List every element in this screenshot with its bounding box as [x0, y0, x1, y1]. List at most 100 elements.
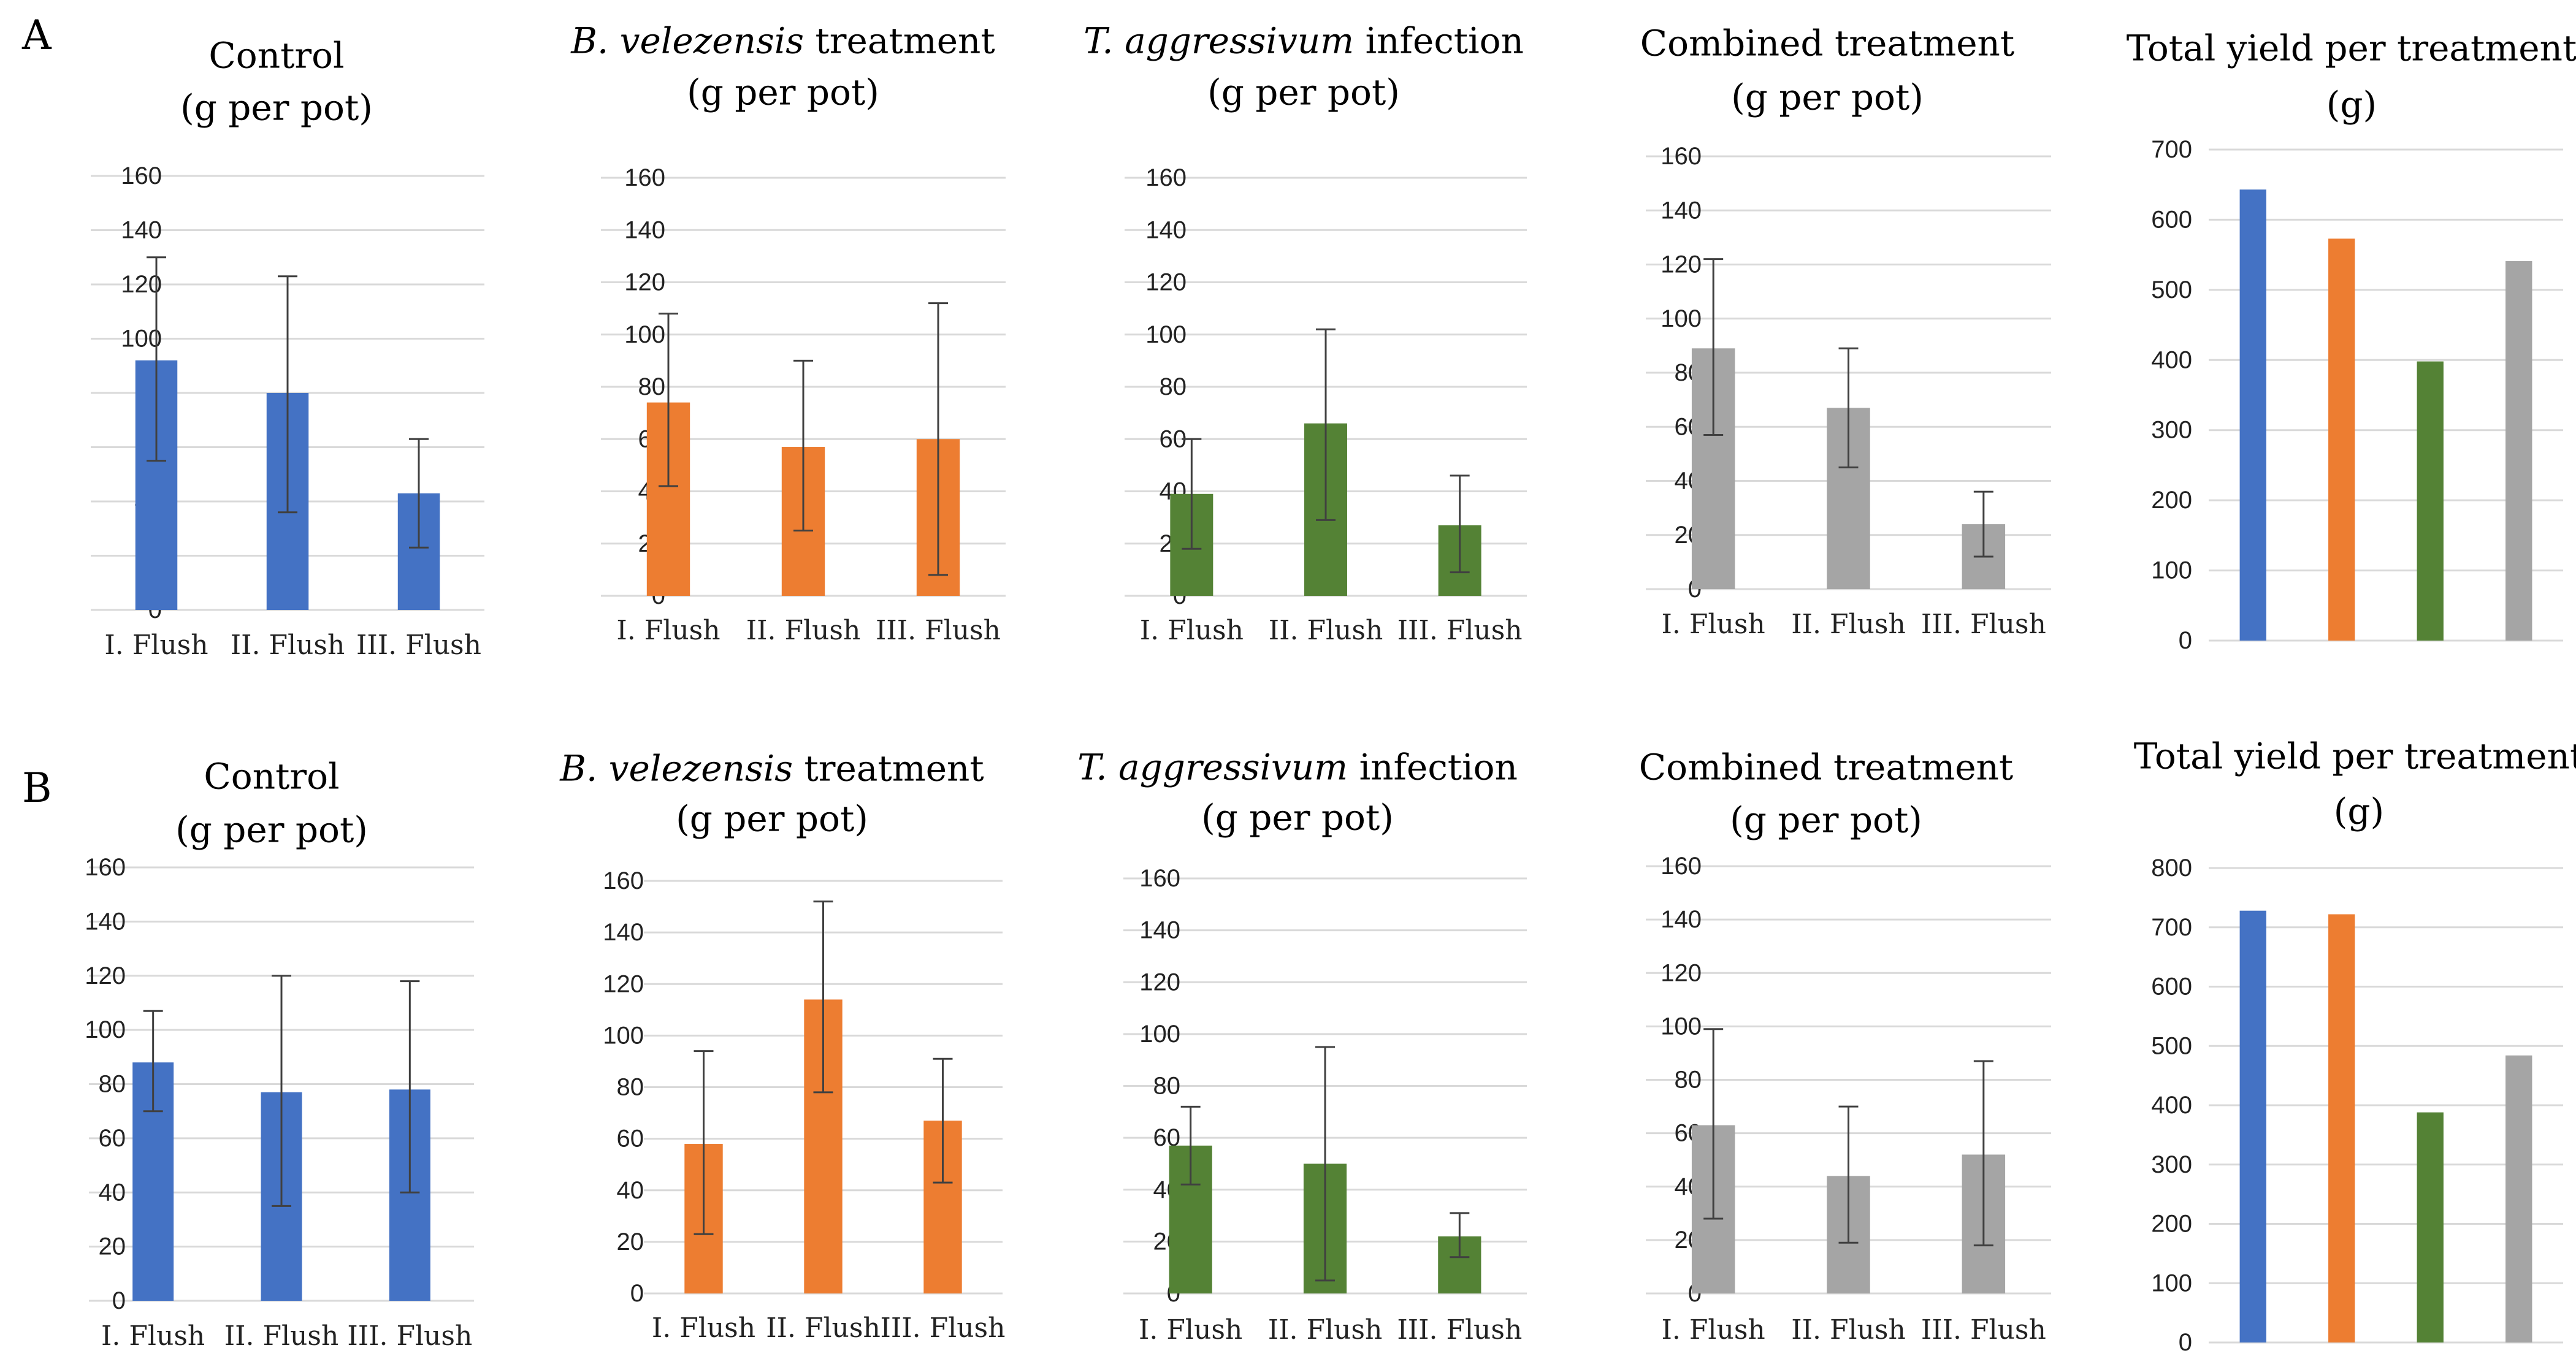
y-tick-label: 400 — [2151, 346, 2192, 373]
y-tick-label: 800 — [2151, 855, 2192, 882]
y-tick-label: 160 — [1145, 164, 1187, 191]
bar — [2239, 910, 2266, 1342]
x-category-label: II. Flush — [1268, 1314, 1383, 1346]
x-category-label: III. Flush — [1921, 1314, 2046, 1346]
y-tick-label: 200 — [2151, 487, 2192, 514]
y-tick-label: 120 — [1661, 959, 1702, 986]
y-tick-label: 80 — [1675, 1067, 1702, 1094]
y-tick-label: 600 — [2151, 973, 2192, 1000]
chart-title: Combined treatment — [1639, 746, 2013, 788]
y-tick-label: 80 — [99, 1071, 126, 1098]
y-tick-label: 100 — [603, 1022, 644, 1049]
chart-subtitle: (g per pot) — [1207, 71, 1400, 113]
chart-A-control: Control(g per pot)020406080100120140160I… — [91, 34, 484, 661]
chart-B-combined: Combined treatment(g per pot)02040608010… — [1639, 746, 2051, 1346]
y-tick-label: 60 — [99, 1125, 126, 1152]
chart-subtitle: (g per pot) — [175, 809, 368, 850]
chart-subtitle: (g per pot) — [1731, 76, 1924, 118]
y-tick-label: 100 — [1661, 1013, 1702, 1040]
chart-subtitle: (g per pot) — [1730, 799, 1922, 840]
chart-subtitle: (g) — [2326, 83, 2377, 125]
chart-subtitle: (g per pot) — [687, 71, 879, 113]
y-tick-label: 160 — [1139, 865, 1180, 892]
chart-title: Control — [204, 755, 339, 797]
panel-label-a: A — [21, 12, 52, 59]
bar — [2239, 189, 2266, 641]
bar — [2328, 914, 2355, 1342]
x-category-label: II. Flush — [231, 630, 345, 661]
chart-subtitle: (g per pot) — [676, 798, 868, 839]
y-tick-label: 300 — [2151, 417, 2192, 444]
x-category-label: I. Flush — [1139, 1314, 1242, 1346]
y-tick-label: 700 — [2151, 136, 2192, 163]
x-category-label: I. Flush — [1662, 1314, 1765, 1346]
bar — [2417, 361, 2444, 641]
x-category-label: III. Flush — [356, 630, 481, 661]
x-category-label: II. Flush — [224, 1320, 339, 1352]
y-tick-label: 120 — [1661, 251, 1702, 278]
panel-label-b: B — [22, 764, 52, 812]
y-tick-label: 20 — [617, 1228, 644, 1255]
x-category-label: II. Flush — [1791, 609, 1906, 640]
x-category-label: I. Flush — [652, 1312, 755, 1344]
chart-B-aggressivum: T. aggressivum infection(g per pot)02040… — [1077, 746, 1527, 1346]
chart-B-total: Total yield per treatment (g) 0 100 200 300 40… — [2134, 735, 2576, 1356]
y-tick-label: 20 — [99, 1233, 126, 1260]
y-tick-label: 120 — [85, 962, 126, 989]
y-tick-label: 120 — [624, 269, 665, 296]
y-tick-label: 160 — [603, 867, 644, 894]
chart-title: T. aggressivum infection — [1077, 746, 1518, 788]
y-tick-label: 40 — [617, 1177, 644, 1204]
y-tick-label: 120 — [603, 970, 644, 997]
x-category-label: III. Flush — [1397, 615, 1523, 646]
x-category-label: II. Flush — [1791, 1314, 1906, 1346]
y-tick-label: 140 — [624, 216, 665, 243]
chart-B-control: Control (g per pot) 0 20 40 60 80 100 120 140 160 I… — [85, 755, 474, 1352]
y-tick-label: 500 — [2151, 1032, 2192, 1059]
chart-title: T. aggressivum infection — [1084, 20, 1524, 61]
charts-container: Control (g per pot) 0 20 40 60 80 100 120 140 160 I… — [85, 20, 2576, 1356]
chart-A-total: Total yield per treatment (g) 0 100 200 300 40… — [2127, 27, 2576, 654]
bar — [2505, 261, 2532, 641]
x-category-label: III. Flush — [347, 1320, 472, 1352]
bar — [2505, 1055, 2532, 1342]
y-tick-label: 0 — [2179, 627, 2192, 654]
chart-subtitle: (g per pot) — [1201, 796, 1394, 838]
y-tick-label: 140 — [121, 217, 162, 244]
y-tick-label: 100 — [1139, 1021, 1180, 1048]
x-category-label: II. Flush — [746, 615, 861, 646]
x-category-label: III. Flush — [1921, 609, 2046, 640]
y-tick-label: 100 — [2151, 1270, 2192, 1297]
y-tick-label: 120 — [1145, 269, 1187, 296]
y-tick-label: 140 — [1145, 216, 1187, 243]
y-tick-label: 100 — [2151, 557, 2192, 584]
chart-title: B. velezensis treatment — [570, 20, 995, 61]
chart-title: Total yield per treatment — [2134, 735, 2576, 777]
x-category-label: I. Flush — [616, 615, 720, 646]
y-tick-label: 80 — [1153, 1073, 1181, 1100]
chart-A-combined: Combined treatment(g per pot)02040608010… — [1640, 22, 2051, 640]
y-tick-label: 100 — [1661, 305, 1702, 332]
y-tick-label: 160 — [85, 854, 126, 881]
chart-title: Combined treatment — [1640, 22, 2014, 64]
y-tick-label: 0 — [2179, 1329, 2192, 1356]
y-tick-label: 700 — [2151, 914, 2192, 941]
y-tick-label: 300 — [2151, 1151, 2192, 1178]
y-tick-label: 80 — [1160, 373, 1187, 400]
y-tick-label: 60 — [617, 1125, 644, 1152]
y-tick-label: 40 — [99, 1179, 126, 1206]
chart-title: Total yield per treatment — [2127, 27, 2576, 69]
chart-subtitle: (g per pot) — [180, 86, 373, 128]
x-category-label: II. Flush — [766, 1312, 881, 1344]
y-tick-label: 140 — [1661, 197, 1702, 224]
y-tick-label: 100 — [624, 321, 665, 348]
y-tick-label: 100 — [1145, 321, 1187, 348]
y-tick-label: 140 — [1139, 917, 1180, 944]
y-tick-label: 80 — [617, 1074, 644, 1101]
bar — [2328, 238, 2355, 641]
chart-A-velezensis: B. velezensis treatment(g per pot)020406… — [570, 20, 1006, 646]
y-tick-label: 140 — [603, 919, 644, 946]
x-category-label: I. Flush — [104, 630, 208, 661]
x-category-label: I. Flush — [1140, 615, 1244, 646]
